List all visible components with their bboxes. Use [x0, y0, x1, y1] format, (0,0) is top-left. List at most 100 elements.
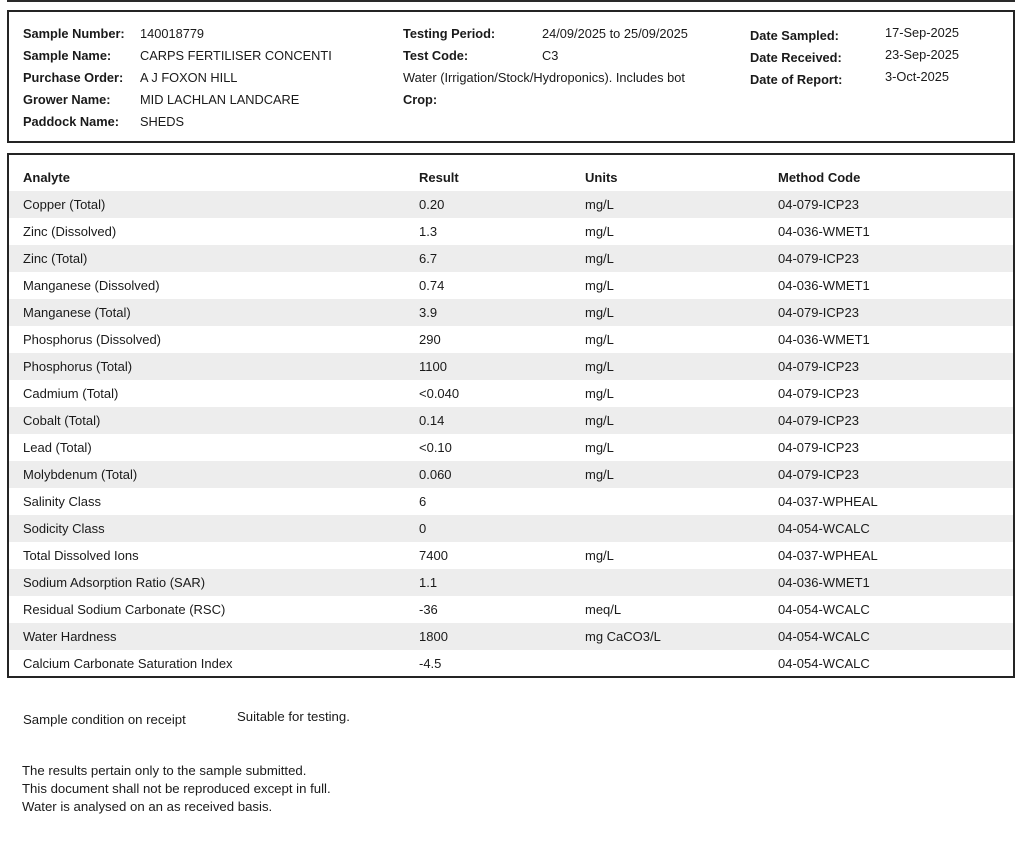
method-code-cell: 04-079-ICP23	[778, 251, 859, 266]
analyte-cell: Salinity Class	[23, 494, 102, 509]
units-cell: mg/L	[585, 224, 614, 239]
method-code-cell: 04-079-ICP23	[778, 386, 859, 401]
paddock-name-label: Paddock Name:	[23, 114, 120, 129]
result-cell: -4.5	[419, 656, 442, 671]
table-row: Zinc (Total) 6.7 mg/L 04-079-ICP23	[9, 245, 1013, 272]
table-row: Sodium Adsorption Ratio (SAR) 1.1 04-036…	[9, 569, 1013, 596]
table-row: Lead (Total) <0.10 mg/L 04-079-ICP23	[9, 434, 1013, 461]
sample-condition-value: Suitable for testing.	[237, 709, 350, 724]
top-divider	[7, 0, 1015, 2]
units-cell: mg/L	[585, 548, 614, 563]
result-cell: 7400	[419, 548, 448, 563]
result-cell: -36	[419, 602, 438, 617]
results-table-header: Analyte Result Units Method Code	[9, 155, 1013, 191]
column-header-analyte: Analyte	[23, 170, 70, 185]
table-row: Molybdenum (Total) 0.060 mg/L 04-079-ICP…	[9, 461, 1013, 488]
result-cell: <0.040	[419, 386, 460, 401]
method-code-cell: 04-079-ICP23	[778, 305, 859, 320]
result-cell: 1.1	[419, 575, 438, 590]
purchase-order-value: A J FOXON HILL	[140, 70, 238, 85]
column-header-result: Result	[419, 170, 459, 185]
result-cell: 290	[419, 332, 441, 347]
table-row: Cobalt (Total) 0.14 mg/L 04-079-ICP23	[9, 407, 1013, 434]
method-code-cell: 04-079-ICP23	[778, 440, 859, 455]
column-header-method-code: Method Code	[778, 170, 861, 185]
method-code-cell: 04-054-WCALC	[778, 521, 870, 536]
method-code-cell: 04-036-WMET1	[778, 278, 870, 293]
table-row: Salinity Class 6 04-037-WPHEAL	[9, 488, 1013, 515]
units-cell: mg CaCO3/L	[585, 629, 661, 644]
result-cell: 0.14	[419, 413, 445, 428]
table-row: Phosphorus (Dissolved) 290 mg/L 04-036-W…	[9, 326, 1013, 353]
method-code-cell: 04-054-WCALC	[778, 656, 870, 671]
crop-label: Crop:	[403, 92, 438, 107]
analyte-cell: Water Hardness	[23, 629, 117, 644]
result-cell: 6	[419, 494, 427, 509]
disclaimer-line: The results pertain only to the sample s…	[22, 763, 307, 778]
result-cell: 1100	[419, 359, 447, 374]
grower-name-value: MID LACHLAN LANDCARE	[140, 92, 300, 107]
purchase-order-label: Purchase Order:	[23, 70, 124, 85]
date-of-report-value: 3-Oct-2025	[885, 69, 950, 84]
units-cell: mg/L	[585, 305, 614, 320]
sample-name-value: CARPS FERTILISER CONCENTI	[140, 48, 332, 63]
method-code-cell: 04-079-ICP23	[778, 197, 859, 212]
table-row: Total Dissolved Ions 7400 mg/L 04-037-WP…	[9, 542, 1013, 569]
test-code-value: C3	[542, 48, 559, 63]
table-row: Phosphorus (Total) 1100 mg/L 04-079-ICP2…	[9, 353, 1013, 380]
results-table-body: Copper (Total) 0.20 mg/L 04-079-ICP23 Zi…	[9, 191, 1013, 677]
units-cell: mg/L	[585, 278, 614, 293]
method-code-cell: 04-054-WCALC	[778, 629, 870, 644]
table-row: Copper (Total) 0.20 mg/L 04-079-ICP23	[9, 191, 1013, 218]
result-cell: 6.7	[419, 251, 438, 266]
date-received-value: 23-Sep-2025	[885, 47, 959, 62]
table-row: Zinc (Dissolved) 1.3 mg/L 04-036-WMET1	[9, 218, 1013, 245]
analyte-cell: Sodium Adsorption Ratio (SAR)	[23, 575, 206, 590]
table-row: Sodicity Class 0 04-054-WCALC	[9, 515, 1013, 542]
result-cell: 0.060	[419, 467, 452, 482]
method-code-cell: 04-079-ICP23	[778, 413, 859, 428]
column-header-units: Units	[585, 170, 618, 185]
analyte-cell: Zinc (Dissolved)	[23, 224, 117, 239]
disclaimer-line: Water is analysed on an as received basi…	[22, 799, 273, 814]
date-of-report-label: Date of Report:	[750, 72, 843, 87]
analyte-cell: Sodicity Class	[23, 521, 105, 536]
disclaimer-block: The results pertain only to the sample s…	[22, 762, 331, 816]
table-row: Manganese (Dissolved) 0.74 mg/L 04-036-W…	[9, 272, 1013, 299]
units-cell: mg/L	[585, 467, 614, 482]
result-cell: <0.10	[419, 440, 452, 455]
analyte-cell: Manganese (Total)	[23, 305, 131, 320]
sample-name-label: Sample Name:	[23, 48, 112, 63]
units-cell: mg/L	[585, 251, 614, 266]
method-code-cell: 04-037-WPHEAL	[778, 548, 878, 563]
table-row: Calcium Carbonate Saturation Index -4.5 …	[9, 650, 1013, 677]
date-sampled-label: Date Sampled:	[750, 28, 839, 43]
result-cell: 3.9	[419, 305, 438, 320]
sample-info-box: Sample Number: 140018779 Sample Name: CA…	[7, 10, 1015, 143]
units-cell: meq/L	[585, 602, 622, 617]
sample-number-label: Sample Number:	[23, 26, 125, 41]
analyte-cell: Zinc (Total)	[23, 251, 88, 266]
sample-condition-label: Sample condition on receipt	[23, 712, 186, 727]
analyte-cell: Cobalt (Total)	[23, 413, 101, 428]
table-row: Residual Sodium Carbonate (RSC) -36 meq/…	[9, 596, 1013, 623]
units-cell: mg/L	[585, 359, 614, 374]
analyte-cell: Total Dissolved Ions	[23, 548, 139, 563]
analyte-cell: Calcium Carbonate Saturation Index	[23, 656, 233, 671]
testing-period-value: 24/09/2025 to 25/09/2025	[542, 26, 688, 41]
result-cell: 0.74	[419, 278, 445, 293]
result-cell: 1800	[419, 629, 448, 644]
table-row: Water Hardness 1800 mg CaCO3/L 04-054-WC…	[9, 623, 1013, 650]
method-code-cell: 04-036-WMET1	[778, 332, 870, 347]
analyte-cell: Phosphorus (Dissolved)	[23, 332, 162, 347]
analyte-cell: Manganese (Dissolved)	[23, 278, 160, 293]
analyte-cell: Molybdenum (Total)	[23, 467, 138, 482]
date-sampled-value: 17-Sep-2025	[885, 25, 959, 40]
analyte-cell: Residual Sodium Carbonate (RSC)	[23, 602, 226, 617]
table-row: Cadmium (Total) <0.040 mg/L 04-079-ICP23	[9, 380, 1013, 407]
analyte-cell: Phosphorus (Total)	[23, 359, 133, 374]
result-cell: 0	[419, 521, 427, 536]
disclaimer-line: This document shall not be reproduced ex…	[22, 781, 331, 796]
units-cell: mg/L	[585, 413, 614, 428]
date-received-label: Date Received:	[750, 50, 842, 65]
